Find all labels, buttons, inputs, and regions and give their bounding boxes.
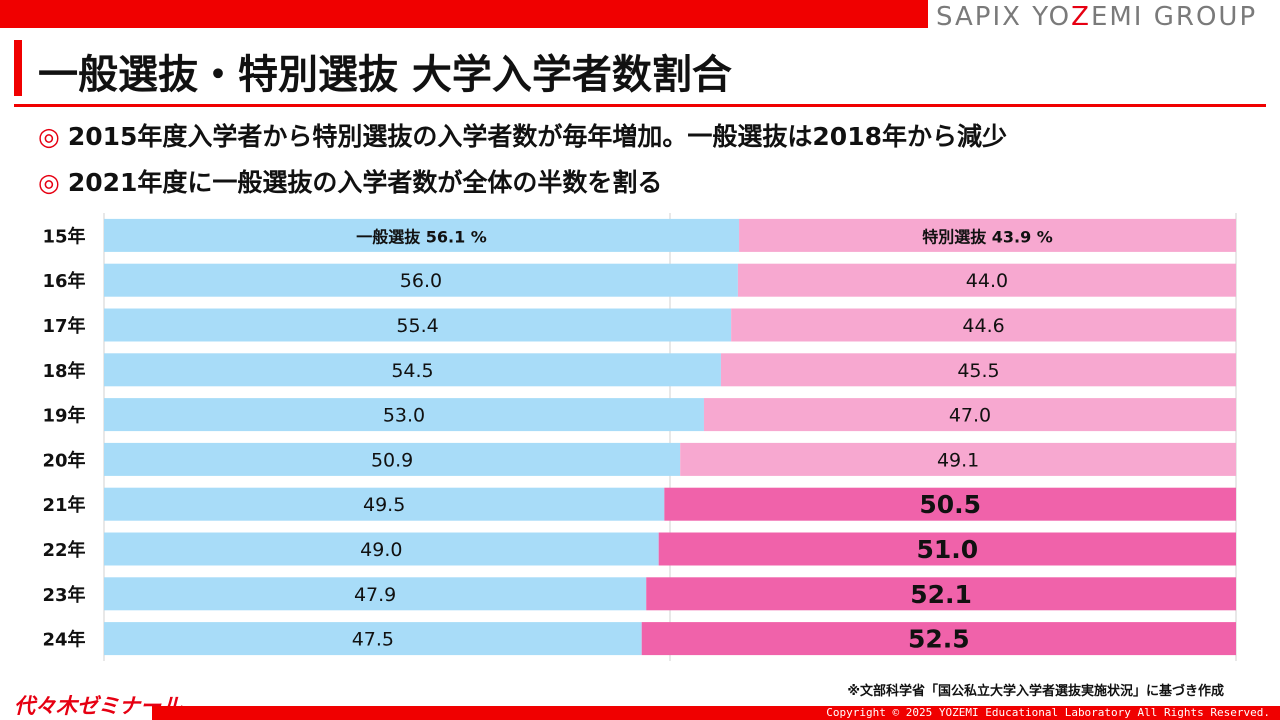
page-title: 一般選抜・特別選抜 大学入学者数割合 <box>38 52 732 98</box>
data-label-general: 49.0 <box>360 539 402 561</box>
bottom-accent-bar <box>152 706 1280 720</box>
data-label-general: 55.4 <box>396 315 438 337</box>
bullet-point: ◎ 2021年度に一般選抜の入学者数が全体の半数を割る <box>38 163 662 199</box>
title-divider <box>14 104 1266 107</box>
bar-general <box>104 487 665 521</box>
bullet-text: 2021年度に一般選抜の入学者数が全体の半数を割る <box>67 168 663 197</box>
data-label-general: 53.0 <box>383 405 425 427</box>
data-label-general: 54.5 <box>391 360 433 382</box>
bar-general <box>104 308 732 342</box>
category-label: 22年 <box>42 539 85 561</box>
top-accent-bar <box>0 0 928 28</box>
bullet-text: 2015年度入学者から特別選抜の入学者数が毎年増加。一般選抜は2018年から減少 <box>67 122 1007 151</box>
category-label: 21年 <box>42 494 85 516</box>
bar-special <box>737 263 1236 297</box>
bar-special <box>646 577 1236 611</box>
bar-general <box>104 532 659 566</box>
data-label-special: 44.0 <box>966 270 1008 292</box>
bar-general <box>104 398 704 432</box>
bar-general <box>104 442 681 476</box>
data-label-special: 52.5 <box>908 625 970 654</box>
bar-special <box>680 442 1236 476</box>
data-label-general: 49.5 <box>363 494 405 516</box>
data-label-special: 51.0 <box>916 535 978 564</box>
bar-special <box>739 218 1236 252</box>
bar-special <box>658 532 1236 566</box>
category-label: 23年 <box>42 584 85 606</box>
bar-special <box>731 308 1236 342</box>
data-label-general: 50.9 <box>371 449 413 471</box>
data-label-special: 特別選抜 43.9 % <box>922 227 1053 246</box>
category-label: 20年 <box>42 449 85 471</box>
category-label: 18年 <box>42 360 85 382</box>
category-label: 19年 <box>42 405 85 427</box>
data-label-special: 44.6 <box>962 315 1004 337</box>
category-label: 24年 <box>42 629 85 651</box>
data-label-general: 56.0 <box>400 270 442 292</box>
double-circle-icon: ◎ <box>38 168 60 197</box>
bar-general <box>104 622 642 656</box>
data-label-special: 52.1 <box>910 580 972 609</box>
data-label-special: 50.5 <box>919 490 981 519</box>
source-note: ※文部科学省「国公私立大学入学者選抜実施状況」に基づき作成 <box>847 684 1224 699</box>
bar-special <box>720 353 1236 387</box>
copyright: Copyright © 2025 YOZEMI Educational Labo… <box>826 706 1270 719</box>
bar-special <box>664 487 1236 521</box>
bar-general <box>104 218 740 252</box>
data-label-general: 一般選抜 56.1 % <box>356 227 487 246</box>
bar-special <box>703 398 1236 432</box>
brand-logo: SAPIX YOZEMI GROUP <box>936 2 1258 32</box>
bar-general <box>104 263 738 297</box>
double-circle-icon: ◎ <box>38 122 60 151</box>
data-label-special: 45.5 <box>957 360 999 382</box>
data-label-general: 47.9 <box>354 584 396 606</box>
category-label: 16年 <box>42 270 85 292</box>
bar-general <box>104 577 647 611</box>
bullet-point: ◎ 2015年度入学者から特別選抜の入学者数が毎年増加。一般選抜は2018年から減… <box>38 117 1007 153</box>
bar-special <box>641 622 1236 656</box>
data-label-general: 47.5 <box>352 629 394 651</box>
title-accent <box>14 40 22 96</box>
data-label-special: 47.0 <box>949 405 991 427</box>
data-label-special: 49.1 <box>937 449 979 471</box>
category-label: 17年 <box>42 315 85 337</box>
bar-general <box>104 353 721 387</box>
category-label: 15年 <box>42 225 85 247</box>
